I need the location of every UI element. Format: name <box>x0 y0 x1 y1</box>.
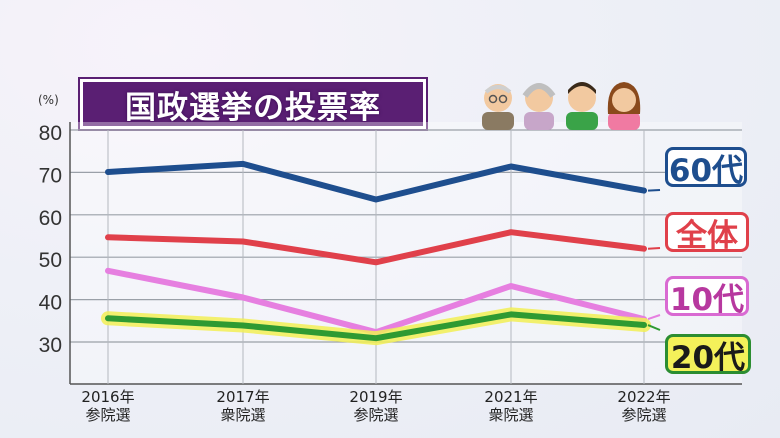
chart-title-box: 国政選挙の投票率 <box>80 79 426 129</box>
x-tick-election: 参院選 <box>85 406 130 424</box>
y-tick-label: 50 <box>39 249 62 272</box>
x-tick-election: 衆院選 <box>488 406 533 424</box>
legend-label-10s: 10代 <box>669 281 745 318</box>
x-tick-year: 2022年 <box>617 388 670 406</box>
legend-tag-10s: 10代 <box>665 276 749 318</box>
legend-tag-overall: 全体 <box>665 212 749 254</box>
legend-label-20s: 20代 <box>670 339 746 376</box>
legend-label-60s: 60代 <box>668 152 744 189</box>
x-tick-year: 2019年 <box>349 388 402 406</box>
people-illustration <box>482 82 641 130</box>
elderly-woman-icon <box>522 83 556 130</box>
series-line-1 <box>105 229 647 266</box>
x-tick-year: 2016年 <box>81 388 134 406</box>
legend-tag-60s: 60代 <box>665 147 747 189</box>
x-tick-year: 2021年 <box>484 388 537 406</box>
connector-line <box>647 324 661 331</box>
x-tick-year: 2017年 <box>216 388 269 406</box>
legend-label-overall: 全体 <box>676 217 738 254</box>
x-tick-election: 衆院選 <box>220 406 265 424</box>
elderly-man-icon <box>482 84 514 130</box>
x-tick-election: 参院選 <box>353 406 398 424</box>
legend-tag-20s: 20代 <box>665 334 751 376</box>
young-man-icon <box>566 82 598 130</box>
connector-line <box>647 314 661 321</box>
connector-line <box>647 189 661 192</box>
label-connectors <box>647 189 661 331</box>
y-tick-label: 30 <box>39 334 62 357</box>
series-lines <box>101 160 651 346</box>
series-line-3 <box>105 311 647 342</box>
y-tick-label: 40 <box>39 292 62 315</box>
y-tick-label: 70 <box>39 164 62 187</box>
young-woman-icon <box>607 82 641 130</box>
y-tick-label: 60 <box>39 207 62 230</box>
y-tick-label: 80 <box>39 122 62 145</box>
y-axis-labels: 30 40 50 60 70 80 (%) <box>38 93 62 357</box>
connector-line <box>647 247 661 250</box>
chart-title: 国政選挙の投票率 <box>125 89 381 126</box>
y-unit-label: (%) <box>38 93 59 107</box>
x-tick-election: 参院選 <box>621 406 666 424</box>
series-line-0 <box>105 160 647 203</box>
